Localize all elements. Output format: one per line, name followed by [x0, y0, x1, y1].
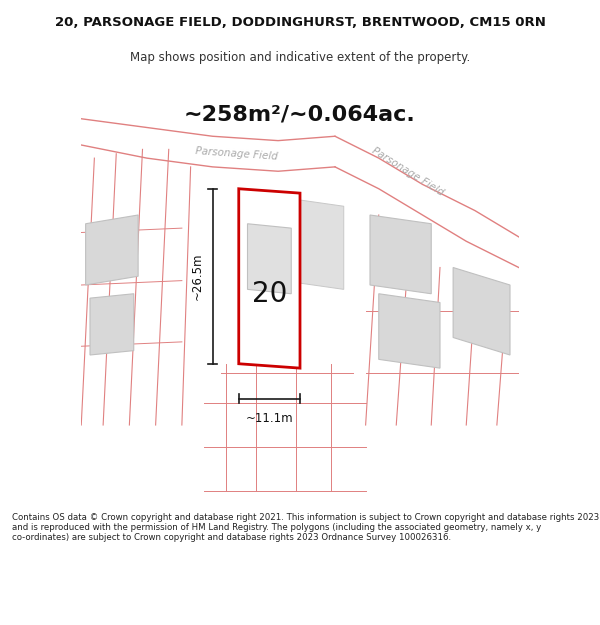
Polygon shape	[86, 215, 138, 285]
Text: ~11.1m: ~11.1m	[245, 412, 293, 425]
Text: ~258m²/~0.064ac.: ~258m²/~0.064ac.	[184, 104, 416, 124]
Polygon shape	[370, 215, 431, 294]
Text: Map shows position and indicative extent of the property.: Map shows position and indicative extent…	[130, 51, 470, 64]
Polygon shape	[239, 189, 300, 368]
Text: 20, PARSONAGE FIELD, DODDINGHURST, BRENTWOOD, CM15 0RN: 20, PARSONAGE FIELD, DODDINGHURST, BRENT…	[55, 16, 545, 29]
Polygon shape	[248, 224, 291, 294]
Text: Contains OS data © Crown copyright and database right 2021. This information is : Contains OS data © Crown copyright and d…	[12, 512, 599, 542]
Polygon shape	[90, 294, 134, 355]
Text: Parsonage Field: Parsonage Field	[370, 145, 445, 198]
Text: ~26.5m: ~26.5m	[191, 253, 204, 300]
Polygon shape	[283, 198, 344, 289]
Text: Parsonage Field: Parsonage Field	[195, 146, 278, 162]
Text: 20: 20	[251, 280, 287, 308]
Polygon shape	[379, 294, 440, 368]
Polygon shape	[453, 268, 510, 355]
